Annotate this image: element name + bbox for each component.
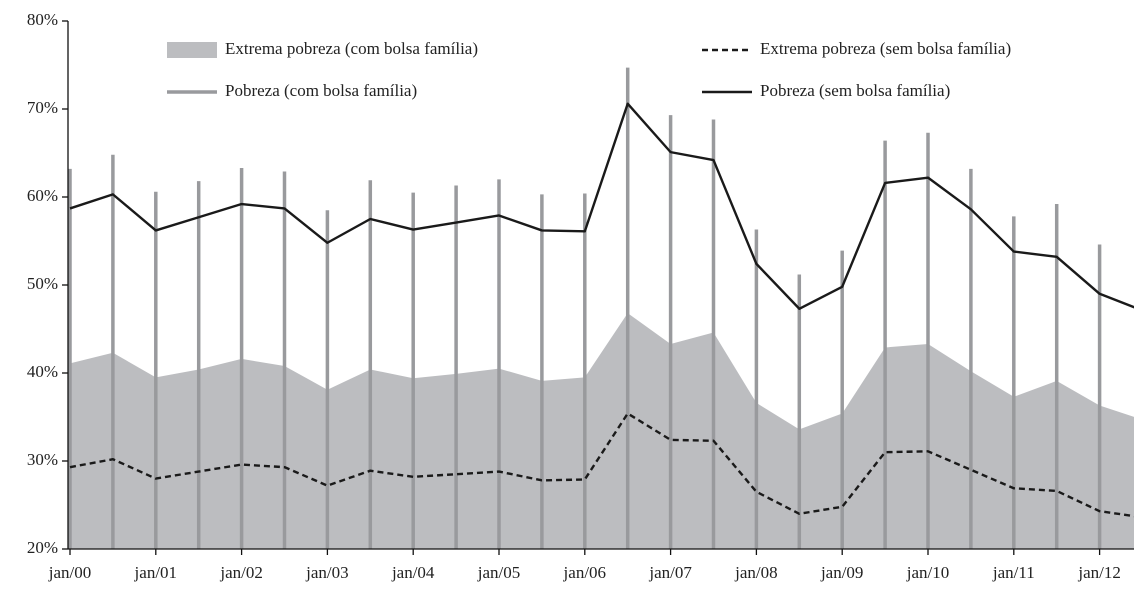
- x-tick-label: jan/04: [391, 563, 435, 582]
- x-tick-label: jan/06: [563, 563, 607, 582]
- line: [69, 412, 1134, 518]
- line: [69, 102, 1134, 310]
- x-tick-label: jan/09: [820, 563, 864, 582]
- legend-label: Extrema pobreza (sem bolsa família): [760, 39, 1011, 58]
- y-tick-label: 50%: [27, 274, 58, 293]
- area: [70, 313, 1134, 549]
- x-tick-label: jan/10: [906, 563, 950, 582]
- y-tick-label: 20%: [27, 538, 58, 557]
- y-tick-label: 30%: [27, 450, 58, 469]
- x-tick-label: jan/12: [1077, 563, 1121, 582]
- y-tick-label: 60%: [27, 186, 58, 205]
- x-tick-label: jan/03: [305, 563, 349, 582]
- legend-label: Pobreza (sem bolsa família): [760, 81, 950, 100]
- x-tick-label: jan/00: [48, 563, 92, 582]
- y-tick-label: 40%: [27, 362, 58, 381]
- legend-label: Pobreza (com bolsa família): [225, 81, 417, 100]
- x-tick-label: jan/11: [992, 563, 1035, 582]
- legend-label: Extrema pobreza (com bolsa família): [225, 39, 478, 58]
- x-tick-label: jan/07: [648, 563, 692, 582]
- x-tick-label: jan/02: [219, 563, 263, 582]
- x-tick-label: jan/01: [134, 563, 178, 582]
- y-tick-label: 70%: [27, 98, 58, 117]
- legend-swatch: [167, 42, 217, 58]
- x-tick-label: jan/05: [477, 563, 521, 582]
- y-tick-label: 80%: [27, 10, 58, 29]
- x-tick-label: jan/08: [734, 563, 778, 582]
